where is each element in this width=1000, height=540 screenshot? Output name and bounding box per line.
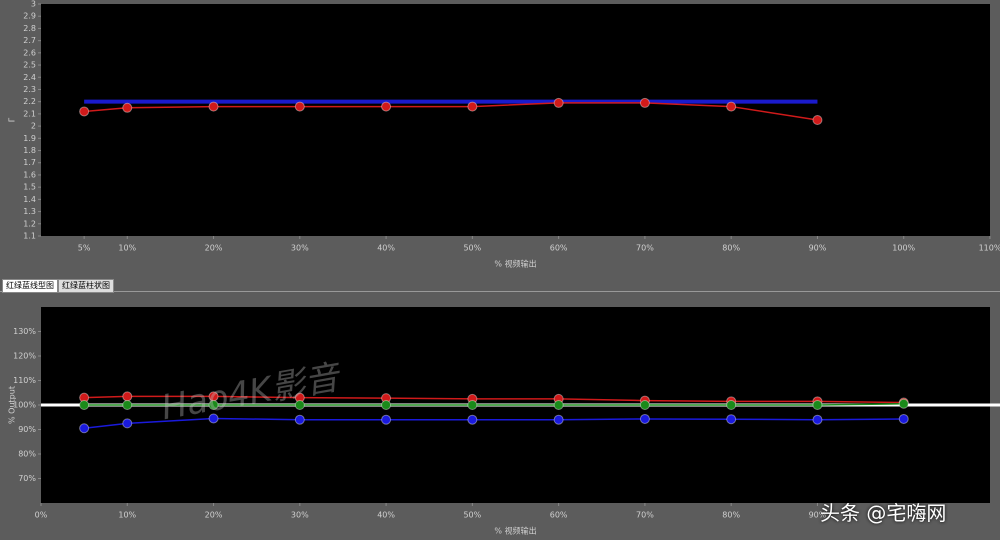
tab[interactable]: 红绿蓝柱状图 [58,279,114,293]
x-tick-label: 40% [377,511,395,520]
marker [812,115,823,125]
y-tick-label: 100% [13,401,36,410]
marker [467,101,478,112]
y-tick-label: 2.6 [23,48,36,57]
marker [812,414,823,425]
x-axis-label: % 视频输出 [494,259,536,269]
y-tick-label: 120% [13,352,36,361]
y-tick-label: 1.5 [23,183,36,192]
x-tick-label: 50% [463,511,481,520]
y-tick-label: 130% [13,327,36,336]
x-tick-label: 110% [979,244,1000,253]
marker [122,418,133,429]
x-tick-label: 30% [291,244,309,253]
y-tick-label: 70% [18,474,36,483]
x-tick-label: 5% [78,244,91,253]
marker [381,414,392,425]
y-tick-label: 1.9 [23,134,36,143]
marker [208,400,219,410]
marker [553,414,564,425]
marker [639,400,650,410]
marker [294,101,305,112]
marker [553,97,564,108]
marker [208,413,219,424]
marker [381,101,392,112]
marker [381,400,392,410]
marker [639,413,650,424]
y-tick-label: 2 [31,122,36,131]
marker [79,106,90,117]
x-tick-label: 80% [722,511,740,520]
x-tick-label: 20% [205,244,223,253]
x-tick-label: 30% [291,511,309,520]
marker [726,400,737,410]
y-tick-label: 80% [18,450,36,459]
y-axis-label: Γ [8,117,17,122]
y-tick-label: 2.5 [23,61,36,70]
y-tick-label: 2.2 [23,97,36,106]
marker [726,414,737,425]
x-tick-label: 40% [377,244,395,253]
y-tick-label: 2.3 [23,85,36,94]
marker [122,400,133,410]
x-tick-label: 0% [35,511,48,520]
x-tick-label: 90% [809,244,827,253]
x-axis-label: % 视频输出 [494,526,536,536]
y-axis-label: % Output [8,386,17,424]
marker [208,101,219,112]
x-tick-label: 60% [550,511,568,520]
series-line [84,102,818,121]
marker [294,400,305,410]
y-tick-label: 1.3 [23,207,36,216]
x-tick-label: 70% [636,244,654,253]
marker [812,400,823,410]
y-tick-label: 1.8 [23,146,36,155]
marker [898,413,909,424]
x-tick-label: 20% [205,511,223,520]
y-tick-label: 2.1 [23,109,36,118]
marker [467,400,478,410]
marker [467,414,478,425]
x-tick-label: 10% [118,244,136,253]
x-tick-label: 100% [892,244,915,253]
x-tick-label: 90% [809,511,827,520]
y-tick-label: 90% [18,425,36,434]
y-tick-label: 2.9 [23,12,36,21]
marker [553,400,564,410]
marker [639,97,650,108]
tab[interactable]: 红绿蓝线型图 [2,279,58,293]
divider [0,291,1000,292]
y-tick-label: 110% [13,376,36,385]
marker [726,101,737,112]
y-tick-label: 3 [31,0,36,9]
marker [898,398,909,409]
marker [122,391,133,402]
marker [294,414,305,425]
marker [79,400,90,410]
y-tick-label: 1.6 [23,170,36,179]
x-tick-label: 60% [550,244,568,253]
y-tick-label: 2.8 [23,24,36,33]
y-tick-label: 2.7 [23,36,36,45]
x-tick-label: 80% [722,244,740,253]
y-tick-label: 1.7 [23,158,36,167]
y-tick-label: 1.1 [23,232,36,241]
x-tick-label: 50% [463,244,481,253]
x-tick-label: 10% [118,511,136,520]
watermark: 头条 @宅嗨网 [820,501,947,525]
marker [122,102,133,113]
plot-area [41,4,990,236]
marker [79,423,90,434]
y-tick-label: 1.4 [23,195,36,204]
y-tick-label: 1.2 [23,219,36,228]
x-tick-label: 70% [636,511,654,520]
y-tick-label: 2.4 [23,73,36,82]
